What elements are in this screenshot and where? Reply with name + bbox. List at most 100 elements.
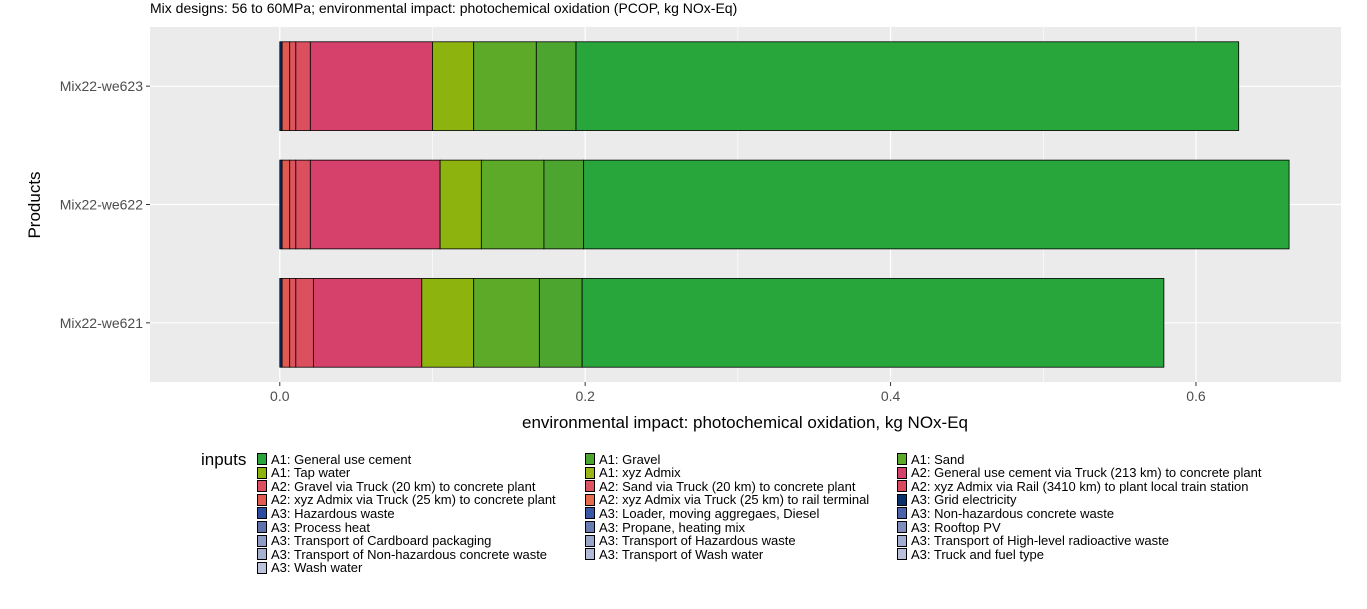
- legend-label: A3: Transport of Hazardous waste: [599, 533, 796, 549]
- legend-swatch: [257, 548, 267, 561]
- legend-swatch: [585, 548, 595, 561]
- legend-swatch: [257, 466, 267, 479]
- legend-swatch: [585, 521, 595, 533]
- bar-segment: [309, 159, 441, 250]
- x-tick-label: 0.2: [575, 388, 595, 404]
- legend-swatch: [257, 534, 267, 547]
- legend-label: A3: Rooftop PV: [911, 519, 1001, 535]
- legend-label: A2: xyz Admix via Rail (3410 km) to plan…: [911, 478, 1249, 494]
- bar-segment: [289, 278, 297, 368]
- bar-segment: [575, 41, 1240, 131]
- bar-segment: [295, 159, 311, 250]
- legend-swatch: [257, 507, 267, 520]
- legend-swatch: [257, 480, 267, 493]
- legend-label: A3: Wash water: [271, 560, 363, 576]
- bar-segment: [281, 278, 291, 368]
- legend-label: A3: Non-hazardous concrete waste: [911, 505, 1115, 521]
- legend-item: A2: xyz Admix via Truck (25 km) to rail …: [585, 492, 869, 507]
- bar-segment: [543, 159, 585, 250]
- legend-label: A3: Grid electricity: [911, 492, 1017, 508]
- legend-label: A2: Gravel via Truck (20 km) to concrete…: [271, 478, 536, 494]
- bar-segment: [281, 41, 291, 131]
- x-tick-label: 0.4: [881, 388, 901, 404]
- bar-segment: [421, 278, 475, 368]
- legend-swatch: [585, 453, 595, 465]
- bar-segment: [289, 41, 297, 131]
- legend-item: A3: Wash water: [257, 560, 363, 576]
- legend-title: inputs: [201, 450, 247, 469]
- legend-swatch: [257, 561, 267, 574]
- legend-item: A2: Gravel via Truck (20 km) to concrete…: [257, 478, 536, 494]
- legend-swatch: [897, 453, 907, 465]
- legend-label: A1: General use cement: [271, 451, 412, 467]
- legend-swatch: [585, 493, 595, 506]
- bar-segment: [295, 41, 311, 131]
- bar-segment: [309, 41, 433, 131]
- bar-segment: [583, 159, 1290, 250]
- y-tick-label: Mix22-we622: [60, 197, 143, 213]
- legend-swatch: [585, 480, 595, 493]
- y-axis-title: Products: [25, 171, 44, 238]
- legend-label: A3: Transport of Wash water: [599, 546, 764, 562]
- legend-item: A3: Transport of Hazardous waste: [585, 533, 796, 549]
- legend-item: A1: xyz Admix: [585, 465, 681, 481]
- legend: inputs A1: General use cement A1: Tap wat…: [201, 450, 1361, 600]
- bars: [279, 41, 1290, 368]
- legend-label: A3: Propane, heating mix: [599, 519, 745, 535]
- legend-swatch: [257, 521, 267, 533]
- legend-item: A2: General use cement via Truck (213 km…: [897, 465, 1262, 481]
- legend-item: A3: Transport of Wash water: [585, 546, 764, 562]
- x-tick-label: 0.0: [270, 388, 290, 404]
- legend-label: A1: Gravel: [599, 451, 661, 467]
- bar-segment: [473, 278, 540, 368]
- legend-label: A3: Hazardous waste: [271, 505, 395, 521]
- y-tick-label: Mix22-we623: [60, 78, 143, 94]
- legend-label: A2: Sand via Truck (20 km) to concrete p…: [599, 478, 856, 494]
- legend-swatch: [897, 466, 907, 479]
- legend-label: A3: Transport of Non-hazardous concrete …: [271, 546, 548, 562]
- legend-item: A2: Sand via Truck (20 km) to concrete p…: [585, 478, 856, 494]
- legend-item: A3: Transport of Non-hazardous concrete …: [257, 546, 548, 562]
- legend-swatch: [257, 493, 267, 506]
- legend-label: A3: Process heat: [271, 519, 370, 535]
- stacked-bar-chart: 0.0 0.2 0.4 0.6 Mix22-we621 Mix22-we622 Mix22-…: [25, 27, 1341, 432]
- y-tick-label: Mix22-we621: [60, 315, 143, 331]
- legend-item: A3: Non-hazardous concrete waste: [897, 505, 1115, 521]
- legend-swatch: [585, 466, 595, 479]
- legend-item: A2: xyz Admix via Rail (3410 km) to plan…: [897, 478, 1249, 494]
- legend-label: A2: General use cement via Truck (213 km…: [911, 465, 1262, 481]
- bar-segment: [295, 278, 314, 368]
- legend-label: A3: Loader, moving aggregaes, Diesel: [599, 505, 820, 521]
- legend-swatch: [897, 480, 907, 493]
- chart-title: Mix designs: 56 to 60MPa; environmental …: [150, 0, 738, 16]
- bar-segment: [439, 159, 482, 250]
- legend-swatch: [257, 453, 267, 465]
- bar-segment: [581, 278, 1165, 368]
- legend-label: A3: Transport of High-level radioactive …: [911, 533, 1169, 549]
- legend-label: A2: xyz Admix via Truck (25 km) to concr…: [271, 492, 556, 508]
- legend-item: A3: Hazardous waste: [257, 505, 395, 521]
- legend-label: A3: Truck and fuel type: [911, 546, 1044, 562]
- legend-label: A1: Tap water: [271, 465, 351, 481]
- x-axis-title: environmental impact: photochemical oxid…: [522, 413, 968, 432]
- legend-swatch: [897, 534, 907, 547]
- bar-segment: [480, 159, 545, 250]
- legend-item: A3: Transport of Cardboard packaging: [257, 533, 492, 549]
- bar-segment: [473, 41, 537, 131]
- legend-item: A3: Rooftop PV: [897, 519, 1001, 535]
- legend-swatch: [897, 493, 907, 506]
- legend-label: A1: xyz Admix: [599, 465, 681, 481]
- legend-item: A3: Process heat: [257, 519, 370, 535]
- bar-segment: [535, 41, 577, 131]
- legend-swatch: [897, 507, 907, 520]
- bar-segment: [432, 41, 475, 131]
- legend-label: A1: Sand: [911, 451, 965, 467]
- x-tick-label: 0.6: [1186, 388, 1206, 404]
- legend-item: A1: Gravel: [585, 451, 661, 467]
- legend-swatch: [585, 507, 595, 520]
- legend-item: A3: Transport of High-level radioactive …: [897, 533, 1169, 549]
- legend-item: A3: Propane, heating mix: [585, 519, 745, 535]
- legend-label: A3: Transport of Cardboard packaging: [271, 533, 492, 549]
- legend-swatch: [585, 534, 595, 547]
- bar-segment: [538, 278, 583, 368]
